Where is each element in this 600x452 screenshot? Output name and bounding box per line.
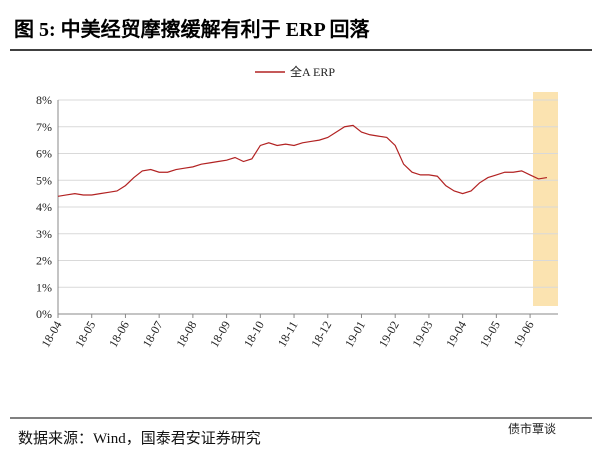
y-tick-label: 0% xyxy=(36,307,52,321)
x-tick-label: 18-04 xyxy=(38,319,64,350)
source-note: 数据来源：Wind，国泰君安证券研究 xyxy=(18,430,261,447)
x-tick-label: 18-07 xyxy=(140,319,166,350)
y-tick-label: 7% xyxy=(36,120,52,134)
x-tick-label: 18-08 xyxy=(173,319,199,350)
chart-title: 图 5: 中美经贸摩擦缓解有利于 ERP 回落 xyxy=(14,17,371,41)
x-tick-label: 18-05 xyxy=(72,319,98,350)
x-tick-label: 18-10 xyxy=(241,319,267,350)
y-tick-label: 5% xyxy=(36,173,52,187)
legend-label: 全A ERP xyxy=(290,64,335,79)
x-tick-label: 18-12 xyxy=(308,319,334,350)
y-tick-label: 8% xyxy=(36,93,52,107)
y-tick-label: 3% xyxy=(36,227,52,241)
x-tick-label: 19-03 xyxy=(409,319,435,350)
x-tick-label: 19-06 xyxy=(511,319,537,350)
x-tick-label: 19-02 xyxy=(376,319,402,350)
x-tick-label: 19-04 xyxy=(443,319,469,350)
y-tick-label: 1% xyxy=(36,280,52,294)
x-tick-label: 19-05 xyxy=(477,319,503,350)
y-tick-label: 2% xyxy=(36,254,52,268)
highlight-band xyxy=(533,92,558,306)
watermark: 债市覃谈 xyxy=(508,421,556,436)
x-tick-label: 18-06 xyxy=(106,319,132,350)
x-tick-label: 18-09 xyxy=(207,319,233,350)
y-tick-label: 4% xyxy=(36,200,52,214)
x-tick-label: 18-11 xyxy=(275,319,301,350)
y-tick-label: 6% xyxy=(36,147,52,161)
x-tick-label: 19-01 xyxy=(342,319,368,350)
series-line xyxy=(57,124,548,197)
